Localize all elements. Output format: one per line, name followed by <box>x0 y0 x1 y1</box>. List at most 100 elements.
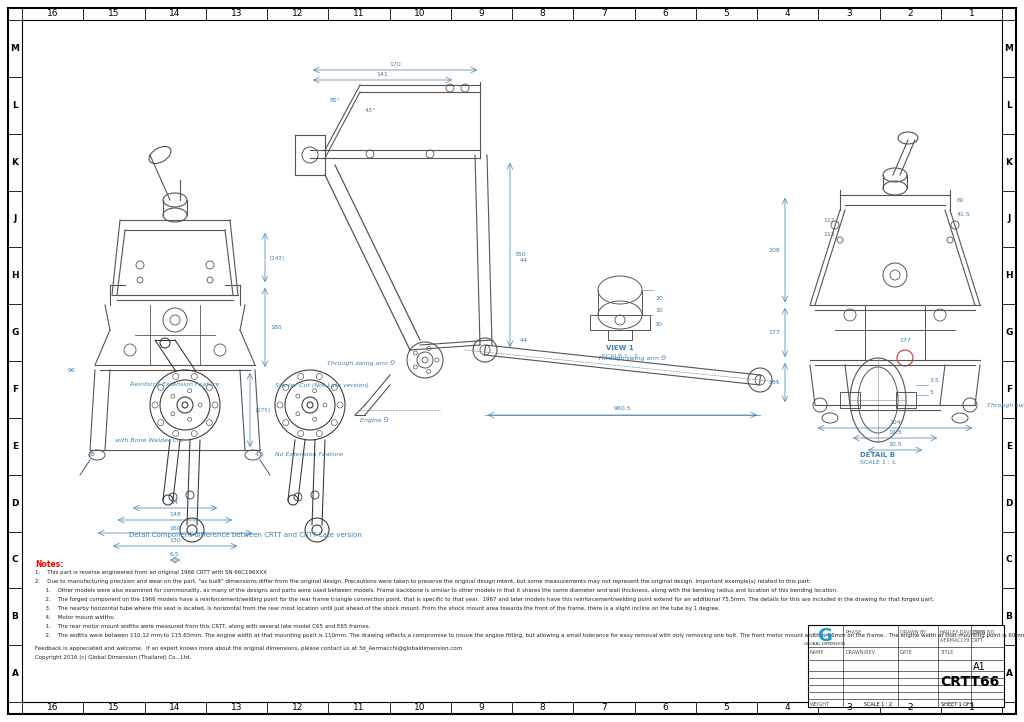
Text: E: E <box>1006 442 1012 451</box>
Text: 10: 10 <box>655 308 663 313</box>
Text: G: G <box>817 627 833 645</box>
Text: 148: 148 <box>169 513 181 518</box>
Text: 11: 11 <box>353 703 365 713</box>
Text: D: D <box>1006 499 1013 508</box>
Text: 41.5: 41.5 <box>957 212 971 217</box>
Text: 11: 11 <box>353 9 365 19</box>
Text: SCALE 1 : 1: SCALE 1 : 1 <box>860 461 896 466</box>
Text: G: G <box>1006 328 1013 337</box>
Text: 8: 8 <box>540 9 546 19</box>
Text: 30: 30 <box>655 323 663 328</box>
Text: 4.    Motor mount widths:: 4. Motor mount widths: <box>35 615 115 620</box>
Text: 13: 13 <box>230 9 242 19</box>
Text: M: M <box>10 44 19 53</box>
Text: 15: 15 <box>109 9 120 19</box>
Text: 43°: 43° <box>365 108 376 113</box>
Text: 177: 177 <box>899 337 911 342</box>
Text: 4: 4 <box>784 9 791 19</box>
Text: 5: 5 <box>724 703 729 713</box>
Text: 960.5: 960.5 <box>613 406 632 411</box>
Text: 6.5: 6.5 <box>170 552 180 557</box>
Text: Engine ⅁: Engine ⅁ <box>360 417 388 423</box>
Text: CRTT66: CRTT66 <box>940 675 999 689</box>
Text: 3: 3 <box>846 9 852 19</box>
Text: 14: 14 <box>169 703 181 713</box>
Text: 20: 20 <box>655 295 663 300</box>
Text: PHASE: PHASE <box>845 630 861 635</box>
Text: F: F <box>1006 385 1012 394</box>
Text: J: J <box>1008 214 1011 223</box>
Text: M: M <box>1005 44 1014 53</box>
Text: 1: 1 <box>969 9 974 19</box>
Text: 6: 6 <box>663 703 668 713</box>
Text: 180: 180 <box>270 325 282 330</box>
Text: B: B <box>1006 612 1013 621</box>
Text: 85°: 85° <box>330 97 340 103</box>
Text: 2.    Due to manufacturing precision and wear on the part, "as built" dimensions: 2. Due to manufacturing precision and we… <box>35 579 811 584</box>
Text: 44: 44 <box>520 258 528 263</box>
Text: D: D <box>11 499 18 508</box>
Text: 60: 60 <box>957 198 965 202</box>
Text: 130: 130 <box>169 539 181 544</box>
Text: 28: 28 <box>87 453 95 458</box>
Bar <box>840 392 860 408</box>
Text: L: L <box>1007 101 1012 110</box>
Text: Through swing arm ⅁: Through swing arm ⅁ <box>598 355 667 361</box>
Text: GLOBAL DIMENSION: GLOBAL DIMENSION <box>805 642 846 646</box>
Text: 12: 12 <box>292 703 303 713</box>
Text: A1: A1 <box>973 662 986 672</box>
Text: 3.5: 3.5 <box>930 378 940 383</box>
Text: DWG NO.: DWG NO. <box>973 630 995 635</box>
Text: 5: 5 <box>930 389 934 394</box>
Text: VIEW 1: VIEW 1 <box>606 345 634 351</box>
Text: 96: 96 <box>68 367 75 373</box>
Text: Feedback is appreciated and welcome.  If an expert knows more about the original: Feedback is appreciated and welcome. If … <box>35 645 462 651</box>
Text: K: K <box>11 157 18 167</box>
Text: 104: 104 <box>889 420 901 425</box>
Text: 9: 9 <box>478 703 484 713</box>
Text: 12: 12 <box>292 9 303 19</box>
Text: WEIGHT: WEIGHT <box>810 702 830 707</box>
Text: J: J <box>13 214 16 223</box>
Text: 16: 16 <box>47 703 58 713</box>
Text: SCALE 1 : 2: SCALE 1 : 2 <box>602 354 638 359</box>
Text: 5: 5 <box>724 9 729 19</box>
Bar <box>608 330 632 340</box>
Text: L: L <box>12 101 17 110</box>
Text: Starter Cut (Not Late version): Starter Cut (Not Late version) <box>275 383 369 388</box>
Text: 10: 10 <box>415 9 426 19</box>
Text: [175]: [175] <box>255 407 270 412</box>
Text: 8: 8 <box>540 703 546 713</box>
Text: 13: 13 <box>230 703 242 713</box>
Text: E: E <box>12 442 18 451</box>
Text: 2.    The forged component on the 1966 models have a reinforcement/welding point: 2. The forged component on the 1966 mode… <box>35 597 934 602</box>
Text: TITLE: TITLE <box>940 650 953 655</box>
Text: 14: 14 <box>169 9 181 19</box>
Text: 113: 113 <box>823 232 835 238</box>
Text: 160: 160 <box>169 526 181 531</box>
Text: G: G <box>11 328 18 337</box>
Text: 3.    The nearby horizontal tube where the seat is located, is horizontal from t: 3. The nearby horizontal tube where the … <box>35 606 720 611</box>
Text: 1.    This part is reverse engineered from an original 1966 CRTT with SN 66C196X: 1. This part is reverse engineered from … <box>35 570 266 575</box>
Text: K: K <box>1006 157 1013 167</box>
Text: H: H <box>11 271 18 280</box>
Text: C: C <box>1006 555 1013 565</box>
Text: 1.    The rear motor mount widths were measured from this CRTT, along with sever: 1. The rear motor mount widths were meas… <box>35 624 371 629</box>
Text: 10: 10 <box>415 703 426 713</box>
Text: Through swing arm ⅁: Through swing arm ⅁ <box>987 402 1024 408</box>
Text: 101: 101 <box>768 380 780 385</box>
Text: 7: 7 <box>601 9 607 19</box>
Text: Notes:: Notes: <box>35 560 63 569</box>
Text: Detail Component difference between CRTT and CRTT Late version: Detail Component difference between CRTT… <box>129 532 361 538</box>
Text: 112: 112 <box>823 217 835 222</box>
Text: A: A <box>11 669 18 678</box>
Text: 1: 1 <box>969 703 974 713</box>
Text: 4: 4 <box>784 703 791 713</box>
Text: C: C <box>11 555 18 565</box>
Text: 7: 7 <box>601 703 607 713</box>
Text: B: B <box>11 612 18 621</box>
Text: 44: 44 <box>520 337 528 342</box>
Text: 2: 2 <box>907 9 913 19</box>
Text: 6: 6 <box>663 9 668 19</box>
Text: AERMACCHI CRTT: AERMACCHI CRTT <box>940 638 983 643</box>
